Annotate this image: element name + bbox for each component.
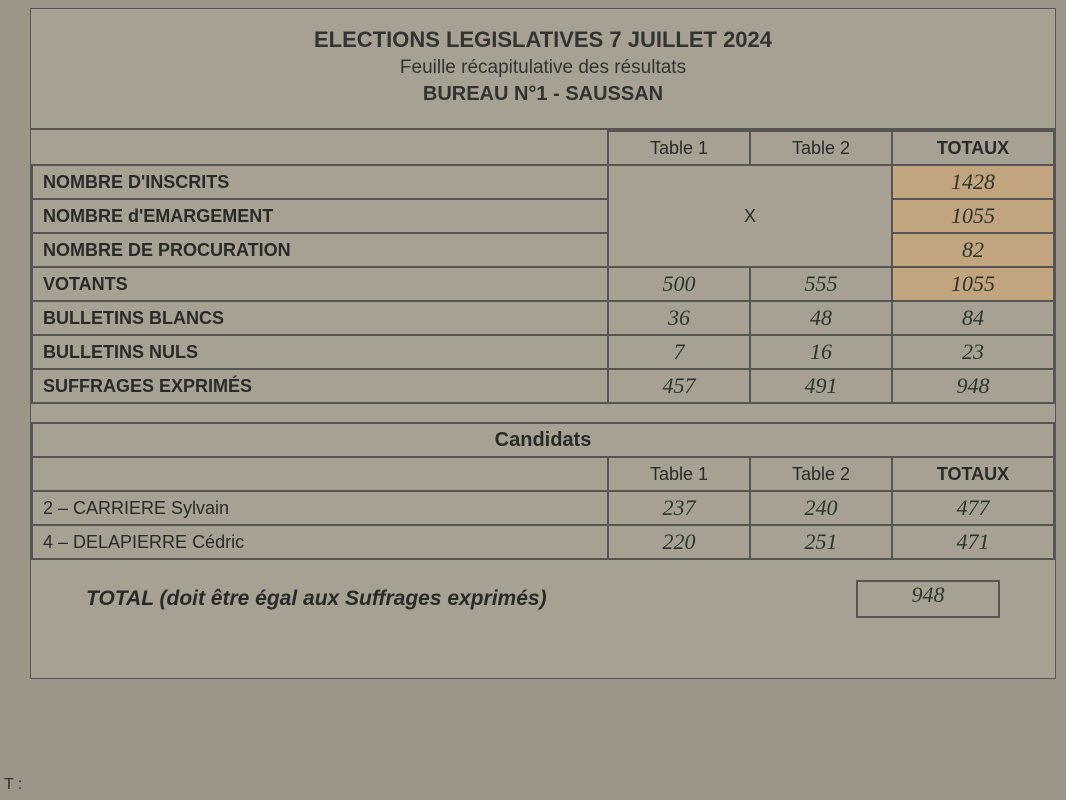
- label-procuration: NOMBRE DE PROCURATION: [32, 233, 608, 267]
- grand-total-row: TOTAL (doit être égal aux Suffrages expr…: [86, 580, 1000, 618]
- exprimes-t1: 457: [608, 369, 750, 403]
- row-exprimes: SUFFRAGES EXPRIMÉS 457 491 948: [32, 369, 1054, 403]
- label-exprimes: SUFFRAGES EXPRIMÉS: [32, 369, 608, 403]
- column-header-row: Table 1 Table 2 TOTAUX: [32, 131, 1054, 165]
- label-blancs: BULLETINS BLANCS: [32, 301, 608, 335]
- candidate-1-t2: 251: [750, 525, 892, 559]
- votants-total: 1055: [892, 267, 1054, 301]
- grand-total-value: 948: [856, 580, 1000, 618]
- candidate-row: 4 – DELAPIERRE Cédric 220 251 471: [32, 525, 1054, 559]
- header: ELECTIONS LEGISLATIVES 7 JUILLET 2024 Fe…: [31, 9, 1055, 130]
- results-sheet: ELECTIONS LEGISLATIVES 7 JUILLET 2024 Fe…: [30, 8, 1056, 679]
- candidate-1-label: 4 – DELAPIERRE Cédric: [32, 525, 608, 559]
- title-line3: BUREAU N°1 - SAUSSAN: [31, 83, 1055, 106]
- exprimes-total: 948: [892, 369, 1054, 403]
- nuls-t2: 16: [750, 335, 892, 369]
- candidate-1-tot: 471: [892, 525, 1054, 559]
- blancs-t1: 36: [608, 301, 750, 335]
- candidate-0-label: 2 – CARRIERE Sylvain: [32, 491, 608, 525]
- nuls-t1: 7: [608, 335, 750, 369]
- x-block: X: [608, 165, 892, 267]
- candidates-heading: Candidats: [32, 423, 1054, 457]
- label-emargement: NOMBRE d'EMARGEMENT: [32, 199, 608, 233]
- cand-col-t2: Table 2: [750, 457, 892, 491]
- title-line1: ELECTIONS LEGISLATIVES 7 JUILLET 2024: [31, 27, 1055, 53]
- label-votants: VOTANTS: [32, 267, 608, 301]
- col-table2: Table 2: [750, 131, 892, 165]
- row-nuls: BULLETINS NULS 7 16 23: [32, 335, 1054, 369]
- summary-table: Table 1 Table 2 TOTAUX NOMBRE D'INSCRITS…: [31, 130, 1055, 404]
- col-totaux: TOTAUX: [892, 131, 1054, 165]
- label-inscrits: NOMBRE D'INSCRITS: [32, 165, 608, 199]
- blancs-t2: 48: [750, 301, 892, 335]
- candidate-0-t2: 240: [750, 491, 892, 525]
- exprimes-t2: 491: [750, 369, 892, 403]
- cand-col-tot: TOTAUX: [892, 457, 1054, 491]
- candidates-table: Candidats Table 1 Table 2 TOTAUX 2 – CAR…: [31, 422, 1055, 560]
- candidate-1-t1: 220: [608, 525, 750, 559]
- row-blancs: BULLETINS BLANCS 36 48 84: [32, 301, 1054, 335]
- blancs-total: 84: [892, 301, 1054, 335]
- row-emargement: NOMBRE d'EMARGEMENT 1055: [32, 199, 1054, 233]
- inscrits-total: 1428: [892, 165, 1054, 199]
- candidate-0-tot: 477: [892, 491, 1054, 525]
- votants-t1: 500: [608, 267, 750, 301]
- candidate-row: 2 – CARRIERE Sylvain 237 240 477: [32, 491, 1054, 525]
- footer-fragment: T :: [4, 776, 22, 794]
- emargement-total: 1055: [892, 199, 1054, 233]
- label-nuls: BULLETINS NULS: [32, 335, 608, 369]
- row-inscrits: NOMBRE D'INSCRITS X 1428: [32, 165, 1054, 199]
- votants-t2: 555: [750, 267, 892, 301]
- title-line2: Feuille récapitulative des résultats: [31, 57, 1055, 79]
- nuls-total: 23: [892, 335, 1054, 369]
- row-votants: VOTANTS 500 555 1055: [32, 267, 1054, 301]
- cand-col-t1: Table 1: [608, 457, 750, 491]
- procuration-total: 82: [892, 233, 1054, 267]
- candidate-0-t1: 237: [608, 491, 750, 525]
- col-table1: Table 1: [608, 131, 750, 165]
- row-procuration: NOMBRE DE PROCURATION 82: [32, 233, 1054, 267]
- grand-total-label: TOTAL (doit être égal aux Suffrages expr…: [86, 587, 547, 611]
- candidates-header-row: Table 1 Table 2 TOTAUX: [32, 457, 1054, 491]
